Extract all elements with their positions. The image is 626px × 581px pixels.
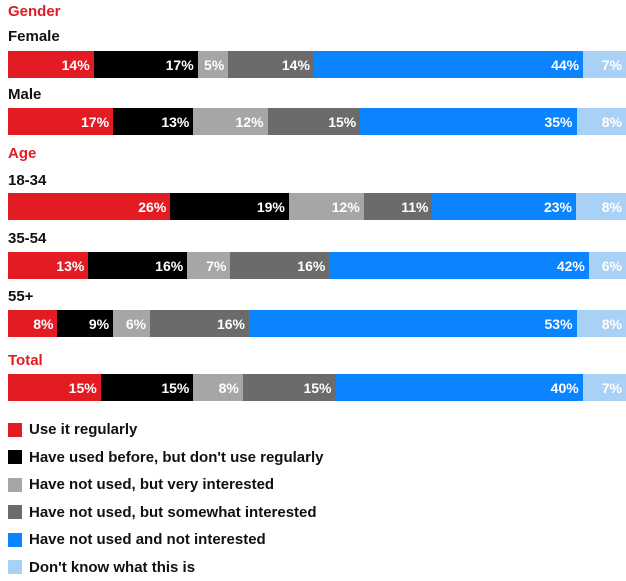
bar-segment: 7%	[583, 51, 626, 78]
legend-swatch	[8, 478, 22, 492]
bar-segment: 9%	[57, 310, 113, 337]
bar-segment: 6%	[113, 310, 150, 337]
bar-segment: 8%	[193, 374, 242, 401]
legend-item: Don't know what this is	[8, 554, 323, 581]
legend-swatch	[8, 560, 22, 574]
bar-segment: 16%	[150, 310, 249, 337]
legend-item: Use it regularly	[8, 416, 323, 444]
bar-segment: 7%	[187, 252, 230, 279]
legend-item: Have not used, but very interested	[8, 471, 323, 499]
row-label: 35-54	[8, 230, 46, 247]
bar-segment: 40%	[336, 374, 583, 401]
group-label: Age	[8, 145, 36, 162]
stacked-bar: 15%15%8%15%40%7%	[8, 374, 626, 401]
stacked-bar: 17%13%12%15%35%8%	[8, 108, 626, 135]
group-label: Gender	[8, 3, 61, 20]
bar-segment: 14%	[228, 51, 314, 78]
bar-segment: 23%	[432, 193, 576, 220]
bar-segment: 14%	[8, 51, 94, 78]
legend-label: Have used before, but don't use regularl…	[29, 449, 323, 466]
bar-segment: 15%	[8, 374, 101, 401]
bar-segment: 19%	[170, 193, 289, 220]
bar-segment: 7%	[583, 374, 626, 401]
bar-segment: 42%	[329, 252, 589, 279]
row-label: Male	[8, 86, 41, 103]
bar-segment: 15%	[101, 374, 194, 401]
bar-segment: 13%	[113, 108, 193, 135]
legend-item: Have not used, but somewhat interested	[8, 499, 323, 527]
bar-segment: 15%	[243, 374, 336, 401]
legend-swatch	[8, 423, 22, 437]
bar-segment: 8%	[577, 108, 626, 135]
row-label: Female	[8, 28, 60, 45]
bar-segment: 17%	[8, 108, 113, 135]
bar-segment: 6%	[589, 252, 626, 279]
legend-swatch	[8, 505, 22, 519]
bar-segment: 26%	[8, 193, 170, 220]
bar-segment: 15%	[268, 108, 361, 135]
legend-label: Use it regularly	[29, 421, 137, 438]
bar-segment: 8%	[577, 310, 626, 337]
legend-item: Have used before, but don't use regularl…	[8, 444, 323, 472]
bar-segment: 17%	[94, 51, 198, 78]
bar-segment: 5%	[198, 51, 229, 78]
bar-segment: 13%	[8, 252, 88, 279]
row-label: 18-34	[8, 172, 46, 189]
row-label: 55+	[8, 288, 33, 305]
stacked-bar: 13%16%7%16%42%6%	[8, 252, 626, 279]
bar-segment: 44%	[314, 51, 583, 78]
legend-label: Don't know what this is	[29, 559, 195, 576]
bar-segment: 8%	[576, 193, 626, 220]
legend-label: Have not used, but very interested	[29, 476, 274, 493]
stacked-bar: 26%19%12%11%23%8%	[8, 193, 626, 220]
bar-segment: 12%	[289, 193, 364, 220]
bar-segment: 12%	[193, 108, 267, 135]
stacked-bar: 8%9%6%16%53%8%	[8, 310, 626, 337]
bar-segment: 11%	[364, 193, 433, 220]
bar-segment: 16%	[230, 252, 329, 279]
legend: Use it regularly Have used before, but do…	[8, 416, 323, 581]
bar-segment: 35%	[360, 108, 576, 135]
legend-swatch	[8, 450, 22, 464]
bar-segment: 53%	[249, 310, 577, 337]
legend-item: Have not used and not interested	[8, 526, 323, 554]
legend-label: Have not used and not interested	[29, 531, 266, 548]
legend-label: Have not used, but somewhat interested	[29, 504, 317, 521]
stacked-bar: 14%17%5%14%44%7%	[8, 51, 626, 78]
row-label: Total	[8, 352, 43, 369]
bar-segment: 8%	[8, 310, 57, 337]
legend-swatch	[8, 533, 22, 547]
bar-segment: 16%	[88, 252, 187, 279]
